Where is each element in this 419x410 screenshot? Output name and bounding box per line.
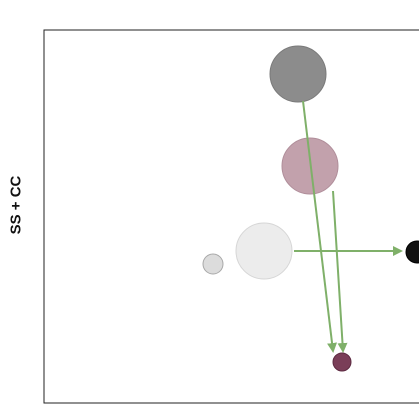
- arrow-mauve-to-maroon: [332, 190, 348, 353]
- plot-frame: [43, 29, 419, 404]
- node-light-gray-small: [202, 253, 224, 275]
- node-dark-maroon: [332, 352, 352, 372]
- node-black-edge: [405, 240, 419, 264]
- node-dark-gray: [269, 45, 327, 103]
- arrow-dark-gray-to-maroon: [302, 100, 338, 353]
- node-light-gray-large: [235, 222, 293, 280]
